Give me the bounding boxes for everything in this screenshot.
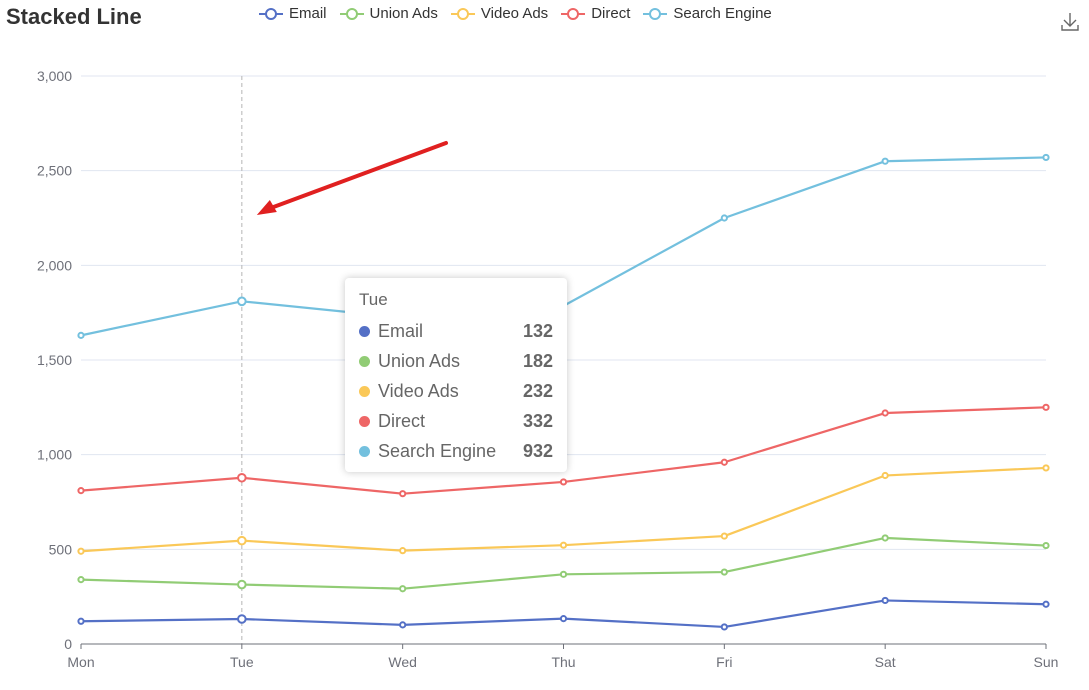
annotation [256, 141, 448, 215]
axes: 0 500 1,000 1,500 2,000 2,500 3,000 Mon Tue Wed Th… [37, 68, 1059, 670]
data-point [399, 490, 407, 498]
tooltip-series-name: Union Ads [378, 350, 461, 371]
legend-label: Video Ads [480, 5, 549, 22]
legend-label: Direct [591, 5, 631, 22]
series-dot-icon [359, 325, 370, 337]
grid [81, 75, 1046, 644]
data-point [881, 534, 889, 542]
data-point [720, 623, 728, 631]
y-tick-label: 0 [64, 636, 72, 652]
legend-item-email[interactable]: Email [258, 5, 327, 22]
tooltip-series-value: 132 [522, 320, 553, 341]
legend-item-search-engine[interactable]: Search Engine [642, 5, 772, 22]
legend-item-direct[interactable]: Direct [560, 5, 630, 22]
legend-line-marker-icon [450, 7, 475, 20]
annotation-arrow-shaft [268, 141, 448, 210]
x-tick-label: Mon [67, 654, 94, 670]
data-point [559, 615, 568, 623]
series-dot-icon [359, 355, 370, 367]
legend-item-union-ads[interactable]: Union Ads [339, 5, 438, 22]
tooltip-series-name: Search Engine [378, 440, 497, 461]
data-point [881, 471, 889, 480]
data-point [237, 472, 247, 483]
y-tick-label: 2,000 [37, 257, 72, 273]
y-tick-label: 3,000 [37, 68, 72, 84]
legend: Email Union Ads Video Ads Direct Search … [258, 5, 784, 22]
chart-title: Stacked Line [6, 4, 142, 29]
data-point [399, 621, 407, 629]
legend-item-video-ads[interactable]: Video Ads [450, 5, 548, 22]
data-point [77, 576, 85, 584]
legend-line-marker-icon [339, 7, 364, 20]
series [77, 153, 1050, 631]
x-tick-label: Sat [875, 654, 896, 670]
data-point [720, 532, 728, 540]
data-point [1042, 541, 1050, 550]
data-point [77, 331, 85, 339]
series-dot-icon [359, 415, 370, 427]
x-tick-label: Fri [716, 654, 732, 670]
legend-line-marker-icon [259, 7, 283, 20]
x-tick-label: Wed [388, 654, 417, 670]
series-line [80, 599, 1047, 629]
tooltip-row: Email 132 [359, 316, 553, 346]
data-point [237, 535, 247, 546]
download-button[interactable] [1060, 10, 1080, 37]
y-tick-label: 2,500 [37, 163, 72, 179]
x-tick-label: Sun [1034, 654, 1059, 670]
data-point [399, 585, 407, 593]
data-point [237, 614, 247, 624]
tooltip-series-value: 932 [522, 440, 553, 461]
data-point [399, 547, 407, 555]
tooltip-series-value: 232 [522, 380, 553, 401]
tooltip-series-name: Email [378, 320, 424, 341]
legend-label: Email [289, 5, 327, 22]
y-tick-label: 1,000 [37, 447, 72, 463]
data-point [881, 157, 889, 165]
data-point [881, 596, 889, 605]
data-point [720, 214, 728, 222]
data-point [1042, 464, 1050, 472]
tooltip-title: Tue [359, 290, 388, 309]
x-tick-label: Tue [230, 654, 254, 670]
data-point [1042, 403, 1050, 411]
tooltip-row: Video Ads 232 [359, 376, 553, 406]
tooltip-row: Direct 332 [359, 406, 553, 436]
data-point [1042, 600, 1050, 608]
tooltip-series-value: 332 [522, 410, 553, 431]
y-tick-label: 500 [49, 541, 73, 557]
data-point [720, 458, 728, 466]
data-point [77, 617, 85, 625]
x-tick-label: Thu [551, 654, 575, 670]
tooltip-row: Search Engine 932 [359, 436, 553, 466]
tooltip: Tue Email 132 Union Ads 182 Video Ads 232 D… [345, 278, 567, 472]
tooltip-series-name: Video Ads [378, 380, 459, 401]
data-point [1042, 153, 1050, 162]
data-point [881, 409, 889, 417]
data-point [720, 568, 728, 576]
legend-line-marker-icon [561, 7, 586, 20]
data-point [559, 541, 568, 549]
download-icon [1061, 13, 1079, 31]
legend-label: Union Ads [369, 5, 438, 22]
tooltip-series-name: Direct [378, 410, 426, 431]
annotation-arrow-head [256, 200, 277, 215]
y-tick-label: 1,500 [37, 352, 72, 368]
legend-label: Search Engine [673, 5, 772, 22]
tooltip-row: Union Ads 182 [359, 346, 553, 376]
data-point [559, 570, 568, 578]
legend-line-marker-icon [643, 7, 668, 20]
series-dot-icon [359, 385, 370, 397]
data-point [237, 579, 247, 590]
data-point [77, 547, 85, 555]
data-point [237, 296, 247, 307]
data-point [559, 478, 568, 486]
series-dot-icon [359, 445, 370, 457]
tooltip-series-value: 182 [522, 350, 553, 371]
data-point [77, 487, 85, 495]
